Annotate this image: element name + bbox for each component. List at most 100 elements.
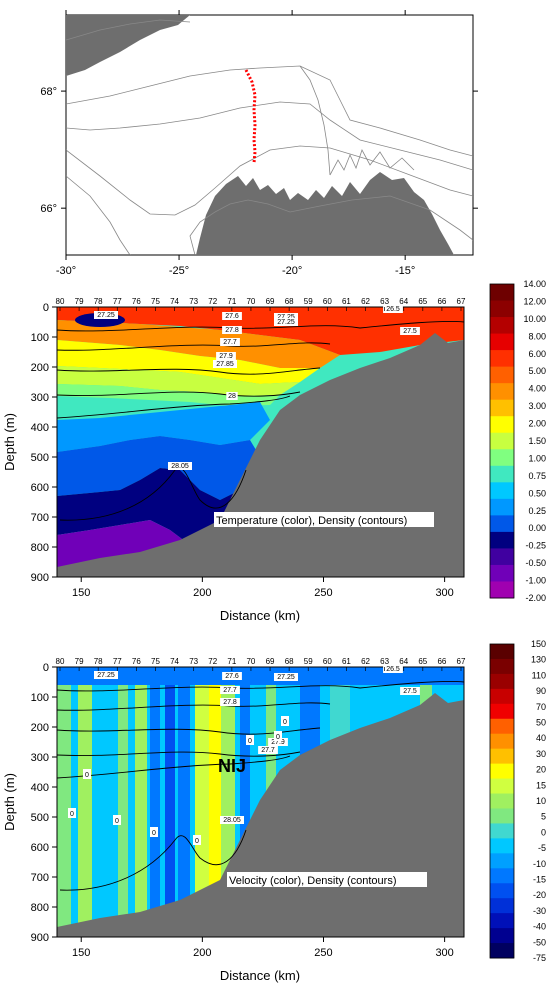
vel-colorbar-swatch (490, 853, 514, 869)
section-track (244, 69, 257, 164)
temp-colorbar-label: 6.00 (528, 349, 546, 359)
vel-y-tick-label: 700 (31, 872, 49, 884)
vel-station-label: 68 (285, 657, 294, 666)
temp-station-label: 59 (304, 297, 313, 306)
temp-contour-labels: 27.25 27.6 27.25 27.8 27.7 27.5 27.927.85 28 28.… (94, 305, 420, 470)
vel-colorbar-label: 0 (541, 827, 546, 837)
vel-stripe-9 (209, 680, 221, 937)
bathymetry-contour-2 (66, 101, 473, 171)
vel-contour-label-bg (383, 665, 403, 673)
vel-station-labels: 80 79 78 77 76 75 74 73 72 71 70 69 68 59 60 61 62 63 64 65… (56, 657, 466, 671)
temp-colorbar-swatch (490, 449, 514, 467)
vel-colorbar-swatch (490, 868, 514, 884)
temp-ylabel: Depth (m) (2, 413, 17, 471)
vel-colorbar-label: -75 (533, 953, 546, 963)
vel-colorbar-swatch (490, 658, 514, 675)
map-x-tick-label: -30° (56, 265, 76, 277)
vel-station-label: 60 (323, 657, 332, 666)
temp-xlabel: Distance (km) (220, 608, 300, 623)
vel-contour-label-bg (94, 671, 118, 679)
vel-zero-label-bg (68, 808, 76, 818)
temp-station-label: 77 (113, 297, 122, 306)
vel-station-label: 69 (266, 657, 275, 666)
vel-y-tick-label: 900 (31, 932, 49, 944)
vel-station-label: 67 (457, 657, 466, 666)
vel-y-tick-label: 300 (31, 752, 49, 764)
vel-colorbar-label: 110 (532, 670, 546, 680)
vel-zero-label-bg (274, 731, 282, 741)
temp-colorbar-label: -2.00 (525, 593, 546, 603)
temp-band-orange (57, 320, 340, 368)
vel-contour-label: 28.05 (223, 817, 241, 824)
temp-station-label: 61 (342, 297, 351, 306)
vel-contour-5 (57, 755, 291, 779)
temp-colorbar-label: 10.00 (523, 314, 546, 324)
temp-station-label: 60 (323, 297, 332, 306)
vel-colorbar-swatch (490, 838, 514, 854)
vel-station-label: 64 (399, 657, 408, 666)
vel-station-label: 59 (304, 657, 313, 666)
vel-region-label: NIJ (218, 756, 246, 776)
velocity-panel: NIJ 27.25 27.6 27.2527.727.827.527.927.728… (2, 639, 546, 983)
vel-colorbar-label: 10 (536, 796, 546, 806)
vel-colorbar-swatch (490, 644, 514, 660)
temp-colorbar-label: 14.00 (523, 279, 546, 289)
temp-station-label: 64 (399, 297, 408, 306)
vel-contour-label: 26.5 (386, 666, 400, 673)
temp-contour-label-bg (222, 312, 242, 320)
vel-y-tick-label: 400 (31, 782, 49, 794)
temp-band-navy (57, 460, 262, 545)
bathymetry-contour-8 (329, 148, 415, 176)
vel-zero-label: 0 (85, 772, 89, 779)
temp-contour-label-bg (274, 318, 298, 326)
temp-station-label: 66 (437, 297, 446, 306)
temp-colorbar-swatch (490, 531, 514, 549)
vel-station-label: 73 (189, 657, 198, 666)
vel-station-label: 74 (170, 657, 179, 666)
vel-zero-label-bg (150, 827, 158, 837)
bathymetry-contour-6 (299, 65, 331, 176)
map-x-ticks: -30° -25° -20° -15° (56, 10, 415, 277)
vel-y-tick-label: 100 (31, 692, 49, 704)
temp-annotation-text: Temperature (color), Density (contours) (216, 515, 407, 527)
vel-colorbar-label: -5 (538, 843, 546, 853)
vel-contour-label-bg (220, 698, 240, 706)
vel-station-label: 80 (56, 657, 65, 666)
vel-zero-label-bg (113, 815, 121, 825)
temp-band-lightgreen (57, 366, 300, 396)
vel-station-label: 65 (418, 657, 427, 666)
vel-station-label: 75 (151, 657, 160, 666)
temp-annotation: Temperature (color), Density (contours) (214, 512, 434, 527)
temp-y-tick-label: 800 (31, 542, 49, 554)
temp-station-label: 69 (266, 297, 275, 306)
temp-colorbar-label: -0.25 (525, 541, 546, 551)
temp-band-blue (57, 402, 270, 452)
temp-contour-label: 27.7 (223, 339, 237, 346)
vel-colorbar-label: 30 (536, 749, 546, 759)
map-y-tick-label: 66° (40, 203, 57, 215)
temp-contour-3 (57, 367, 321, 375)
temp-contour-label: 27.85 (216, 361, 234, 368)
vel-station-label: 62 (361, 657, 370, 666)
temp-colorbar-label: 8.00 (528, 331, 546, 341)
vel-colorbar-label: 40 (536, 733, 546, 743)
temp-y-tick-label: 700 (31, 512, 49, 524)
vel-contour-label: 27.7 (223, 687, 237, 694)
map-y-ticks: 68° 66° (40, 86, 478, 215)
temp-colorbar-label: 0.00 (528, 523, 546, 533)
vel-station-label: 61 (342, 657, 351, 666)
vel-contour-label: 27.6 (225, 673, 239, 680)
temp-y-tick-label: 500 (31, 452, 49, 464)
temp-station-label: 62 (361, 297, 370, 306)
vel-contour-label-bg (274, 673, 298, 681)
vel-colorbar-label: 20 (536, 765, 546, 775)
vel-contour-label: 27.9 (271, 739, 285, 746)
vel-colorbar-label: 15 (536, 780, 546, 790)
vel-annotation-text: Velocity (color), Density (contours) (229, 875, 397, 887)
vel-colorbar-swatch (490, 823, 514, 839)
temp-x-tick-label: 150 (72, 587, 90, 599)
vel-colorbar: 150130110907050403020151050-5-10-15-20-3… (489, 639, 546, 963)
temp-contour-label: 27.6 (225, 313, 239, 320)
vel-contour-1 (57, 681, 464, 692)
